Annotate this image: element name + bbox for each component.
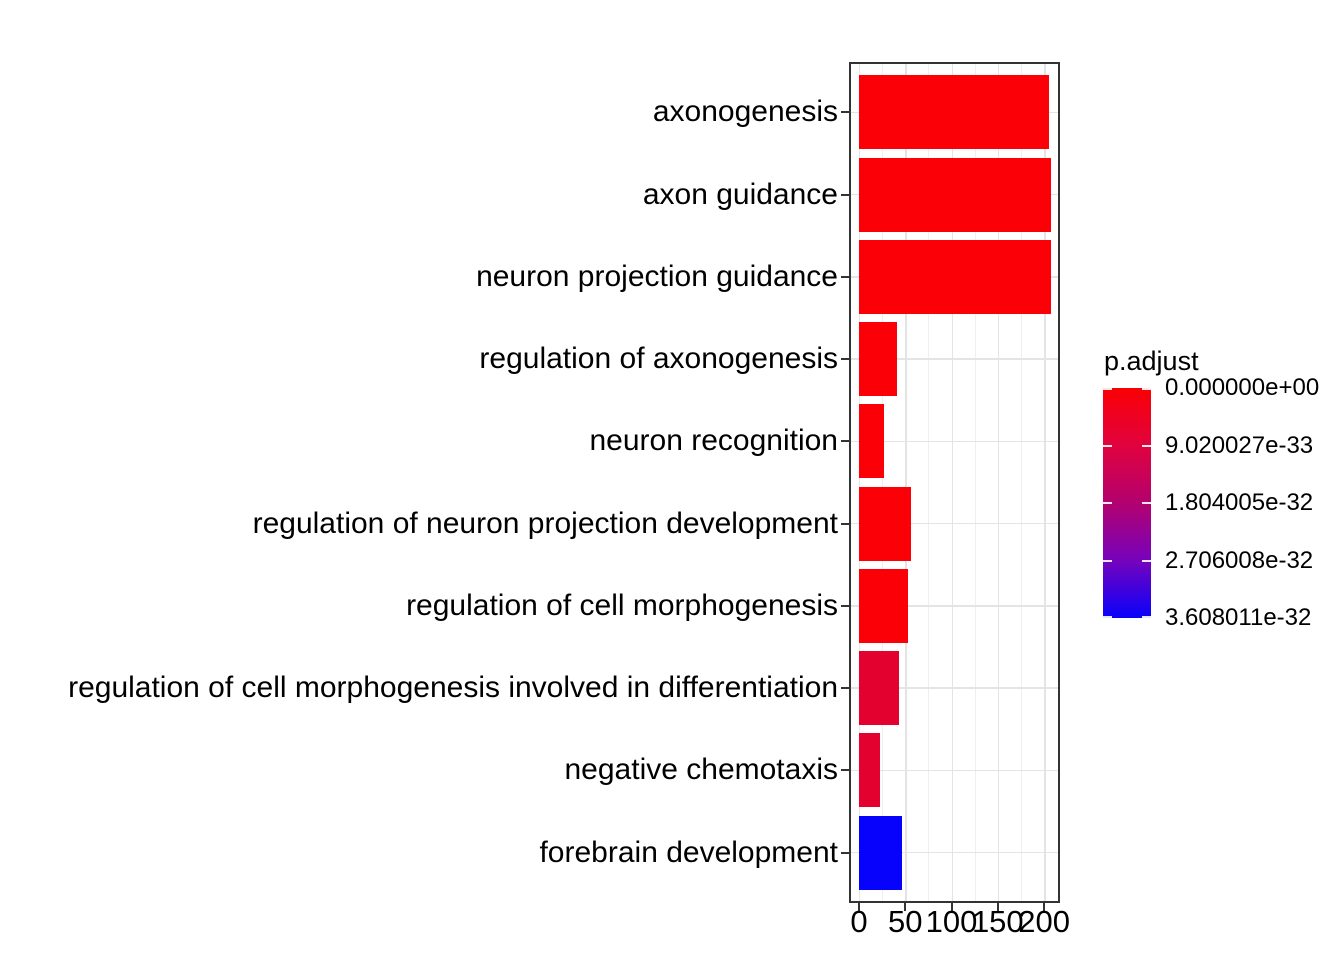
legend-colorbar-gradient	[1103, 388, 1151, 618]
y-tick-mark	[841, 111, 849, 114]
colorbar-tick-mark	[1142, 559, 1151, 562]
bar-9	[858, 733, 881, 808]
x-tick-label: 200	[1018, 904, 1070, 939]
bar-2	[858, 157, 1052, 232]
y-tick-label: regulation of cell morphogenesis	[406, 588, 838, 622]
y-tick-label: regulation of axonogenesis	[479, 342, 838, 376]
gridline-major	[997, 63, 1000, 902]
x-tick-mark	[904, 903, 907, 911]
y-tick-label: regulation of neuron projection developm…	[252, 506, 838, 540]
colorbar-tick-mark	[1142, 388, 1151, 390]
gridline-major	[850, 605, 1059, 607]
bar-5	[858, 404, 884, 479]
bar-8	[858, 651, 899, 726]
bar-7	[858, 568, 909, 643]
y-tick-mark	[841, 275, 849, 278]
gridline-minor	[1020, 63, 1022, 902]
legend-tick-label: 0.000000e+00	[1165, 374, 1320, 401]
gridline-minor	[882, 63, 884, 902]
gridline-major	[858, 63, 861, 902]
x-tick-label: 150	[971, 904, 1024, 939]
gridline-major	[850, 769, 1059, 772]
y-tick-label: axonogenesis	[652, 95, 838, 129]
colorbar-tick-mark	[1103, 559, 1112, 562]
gridline-major	[850, 358, 1059, 360]
y-tick-mark	[841, 851, 849, 854]
gridline-major	[850, 851, 1059, 854]
gridline-major	[850, 687, 1059, 689]
legend-tick-label: 3.608011e-32	[1165, 604, 1312, 631]
y-tick-mark	[841, 769, 849, 772]
colorbar-tick-mark	[1103, 388, 1112, 390]
y-tick-label: axon guidance	[642, 177, 838, 211]
legend-tick-label: 9.020027e-33	[1165, 431, 1314, 459]
y-tick-mark	[841, 687, 849, 690]
gridline-major	[850, 522, 1059, 525]
y-tick-mark	[841, 358, 849, 361]
y-tick-mark	[841, 193, 849, 196]
bar-4	[858, 322, 897, 397]
colorbar-tick-mark	[1142, 502, 1151, 504]
bar-1	[858, 75, 1049, 150]
y-tick-mark	[841, 604, 849, 607]
bar-10	[858, 815, 902, 890]
colorbar-tick-mark	[1103, 502, 1112, 504]
bar-6	[858, 486, 911, 561]
x-tick-mark	[857, 903, 860, 911]
plot-panel	[850, 63, 1059, 902]
gridline-minor	[974, 63, 976, 902]
x-tick-mark	[996, 903, 999, 911]
gridline-major	[951, 63, 954, 902]
gridline-major	[1044, 63, 1046, 902]
y-tick-mark	[841, 440, 849, 443]
x-tick-label: 50	[888, 904, 923, 939]
colorbar-tick-mark	[1103, 444, 1112, 447]
gridline-minor	[928, 63, 930, 902]
y-tick-label: neuron projection guidance	[476, 259, 838, 293]
bar-3	[858, 239, 1051, 314]
legend-tick-label: 1.804005e-32	[1165, 489, 1314, 516]
gridline-major	[850, 440, 1059, 443]
y-tick-label: neuron recognition	[589, 424, 838, 458]
x-tick-label: 0	[850, 904, 868, 939]
x-tick-mark	[950, 903, 953, 911]
x-tick-label: 100	[925, 904, 978, 939]
legend-tick-label: 2.706008e-32	[1165, 546, 1314, 574]
colorbar-tick-mark	[1142, 616, 1151, 618]
y-tick-label: forebrain development	[539, 835, 838, 869]
y-tick-label: negative chemotaxis	[564, 753, 839, 787]
y-tick-label: regulation of cell morphogenesis involve…	[68, 671, 838, 705]
gridline-major	[905, 63, 907, 902]
colorbar-tick-mark	[1142, 444, 1151, 447]
x-tick-mark	[1043, 903, 1046, 911]
y-tick-mark	[841, 522, 849, 525]
colorbar-tick-mark	[1103, 616, 1112, 618]
legend-title: p.adjust	[1104, 346, 1199, 376]
